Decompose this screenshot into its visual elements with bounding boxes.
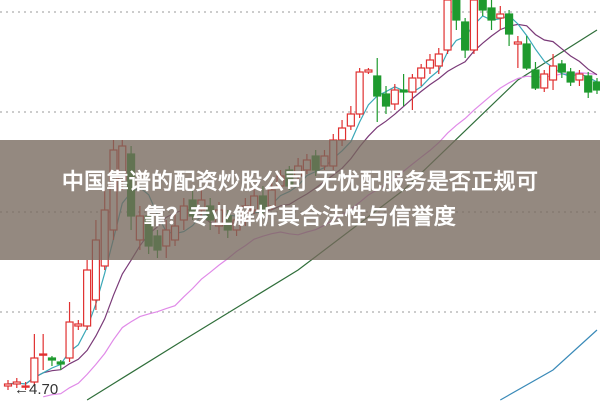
candle-body <box>3 383 13 387</box>
candle-body <box>47 357 57 361</box>
candle-body <box>584 75 593 93</box>
title-line-2: 靠？专业解析其合法性与信誉度 <box>143 205 457 230</box>
candle-body <box>487 7 496 21</box>
candle-body <box>381 93 391 107</box>
candle-body <box>575 73 584 81</box>
candle-body <box>65 321 74 359</box>
candle-body <box>434 53 443 67</box>
candle-body <box>540 73 549 89</box>
candle-body <box>469 0 479 51</box>
candle-body <box>390 89 399 105</box>
title-banner: 中国靠谱的配资炒股公司 无忧配服务是否正规可 靠？专业解析其合法性与信誉度 <box>0 140 600 260</box>
candle-body <box>557 63 566 73</box>
candle-body <box>337 127 347 141</box>
candle-body <box>30 357 39 383</box>
candle-body <box>452 0 461 21</box>
candle-body <box>417 67 426 79</box>
long2-line <box>500 329 598 401</box>
price-label: ←4.70 <box>14 381 59 398</box>
candle-body <box>566 71 575 83</box>
candle-body <box>74 323 83 327</box>
candle-body <box>496 13 505 19</box>
candle-body <box>12 381 21 385</box>
candle-body <box>461 21 470 51</box>
candle-body <box>504 13 514 35</box>
title-line-1: 中国靠谱的配资炒股公司 无忧配服务是否正规可 <box>61 170 539 195</box>
candle-body <box>531 69 540 89</box>
candle-body <box>355 71 364 115</box>
candle-body <box>592 81 600 91</box>
candle-body <box>56 361 65 365</box>
candle-body <box>373 75 382 97</box>
candle-body <box>478 0 487 11</box>
candle-body <box>39 353 48 356</box>
candle-body <box>513 41 522 45</box>
candle-body <box>21 385 30 388</box>
candle-body <box>408 77 417 93</box>
candle-body <box>522 43 531 69</box>
candle-body <box>443 0 452 51</box>
candle-body <box>425 59 435 69</box>
candle-body <box>364 69 373 73</box>
candle-body <box>346 113 355 127</box>
candle-body <box>399 89 408 93</box>
candle-body <box>548 65 558 81</box>
candle-body <box>83 269 92 327</box>
